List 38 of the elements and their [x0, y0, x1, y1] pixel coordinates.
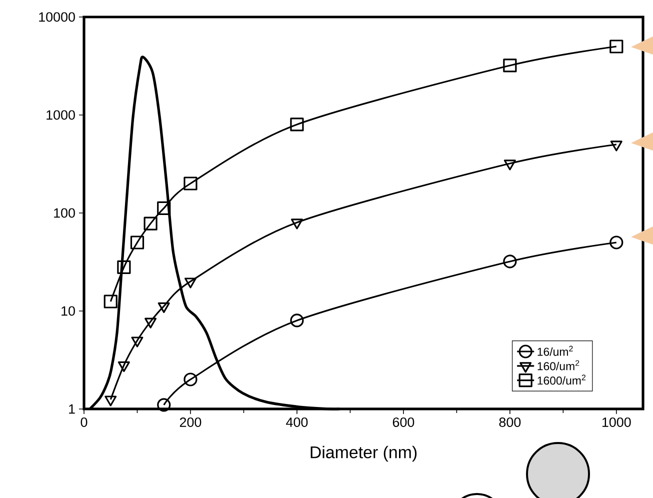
- point: [503, 254, 517, 268]
- point: [184, 278, 196, 288]
- point: [130, 236, 144, 250]
- point: [104, 396, 117, 406]
- y-tick-label: 10: [62, 306, 75, 316]
- point: [610, 236, 624, 250]
- x-tick-label: 0: [80, 417, 88, 427]
- point: [290, 314, 304, 328]
- point: [610, 40, 624, 54]
- point: [503, 58, 517, 72]
- y-tick-label: 10000: [39, 12, 75, 22]
- x-tick-label: 1000: [602, 417, 631, 427]
- x-tick-label: 600: [392, 417, 414, 427]
- point: [290, 118, 304, 132]
- point: [184, 176, 198, 190]
- x-tick-label: 800: [499, 417, 521, 427]
- point: [157, 201, 171, 215]
- point: [290, 218, 303, 230]
- point: [104, 294, 118, 308]
- point: [158, 302, 170, 313]
- point: [117, 260, 131, 274]
- y-tick-label: 1: [69, 404, 75, 414]
- x-tick-label: 200: [180, 417, 202, 427]
- x-axis-title: Diameter (nm): [310, 446, 417, 462]
- point: [131, 336, 144, 348]
- point: [144, 318, 157, 328]
- point: [504, 160, 516, 170]
- y-tick-label: 1000: [46, 110, 75, 120]
- point: [144, 216, 158, 230]
- legend-label: 160/um$^{2}$: [538, 360, 580, 370]
- legend-label: 16/um$^{2}$: [538, 346, 573, 356]
- point: [157, 398, 171, 412]
- point: [184, 372, 198, 386]
- x-tick-label: 400: [286, 417, 308, 427]
- y-tick-label: 100: [54, 208, 75, 218]
- point: [118, 361, 130, 372]
- legend-label: 1600/um$^{2}$: [538, 374, 586, 385]
- point: [610, 140, 622, 152]
